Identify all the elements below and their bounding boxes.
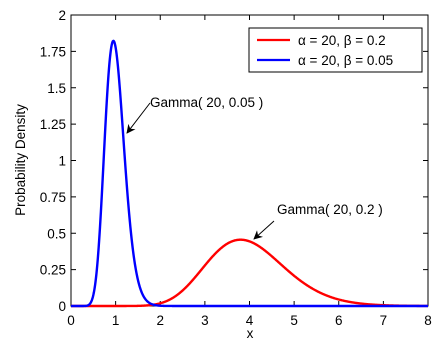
y-axis-label: Probability Density [13,104,28,216]
x-tick-label: 3 [201,313,209,328]
y-tick-label: 0.5 [47,226,66,241]
annotation-gamma-20-005: Gamma( 20, 0.05 ) [126,95,263,134]
y-tick-label: 0.75 [40,190,66,205]
series-line-1 [70,238,429,308]
annotation-arrow-gamma-20-005 [126,102,151,134]
y-tick-label: 1 [58,154,66,169]
annotation-gamma-20-02: Gamma( 20, 0.2 ) [253,202,383,240]
x-tick-label: 6 [335,313,343,328]
y-tick-label: 0 [58,299,66,314]
x-tick-label: 5 [290,313,298,328]
series-line-2 [70,39,429,308]
x-tick-label: 1 [112,313,120,328]
legend-box [248,27,423,73]
x-tick-label: 2 [156,313,164,328]
x-axis-label: x [247,326,254,341]
annotation-label-gamma-20-005: Gamma( 20, 0.05 ) [150,95,263,110]
annotation-label-gamma-20-02: Gamma( 20, 0.2 ) [277,202,383,217]
y-tick-label: 1.25 [40,117,66,132]
legend: α = 20, β = 0.2 α = 20, β = 0.05 [248,27,423,73]
y-tick-label: 1.5 [47,81,66,96]
y-tick-label: 0.25 [40,263,66,278]
y-tick-label: 1.75 [40,44,66,59]
x-tick-label: 4 [246,313,254,328]
x-tick-label: 0 [67,313,75,328]
series-lines [70,39,429,308]
x-tick-label: 7 [380,313,388,328]
legend-label-series-1: α = 20, β = 0.2 [298,33,386,48]
annotation-arrow-gamma-20-02 [253,220,275,240]
y-axis-ticks: 0 0.25 0.5 0.75 1 1.25 1.5 1.75 2 [40,8,428,314]
y-tick-label: 2 [58,8,66,23]
x-tick-label: 8 [424,313,432,328]
legend-label-series-2: α = 20, β = 0.05 [298,53,393,68]
x-axis-ticks: 0 1 2 3 4 5 6 7 8 [67,15,432,328]
